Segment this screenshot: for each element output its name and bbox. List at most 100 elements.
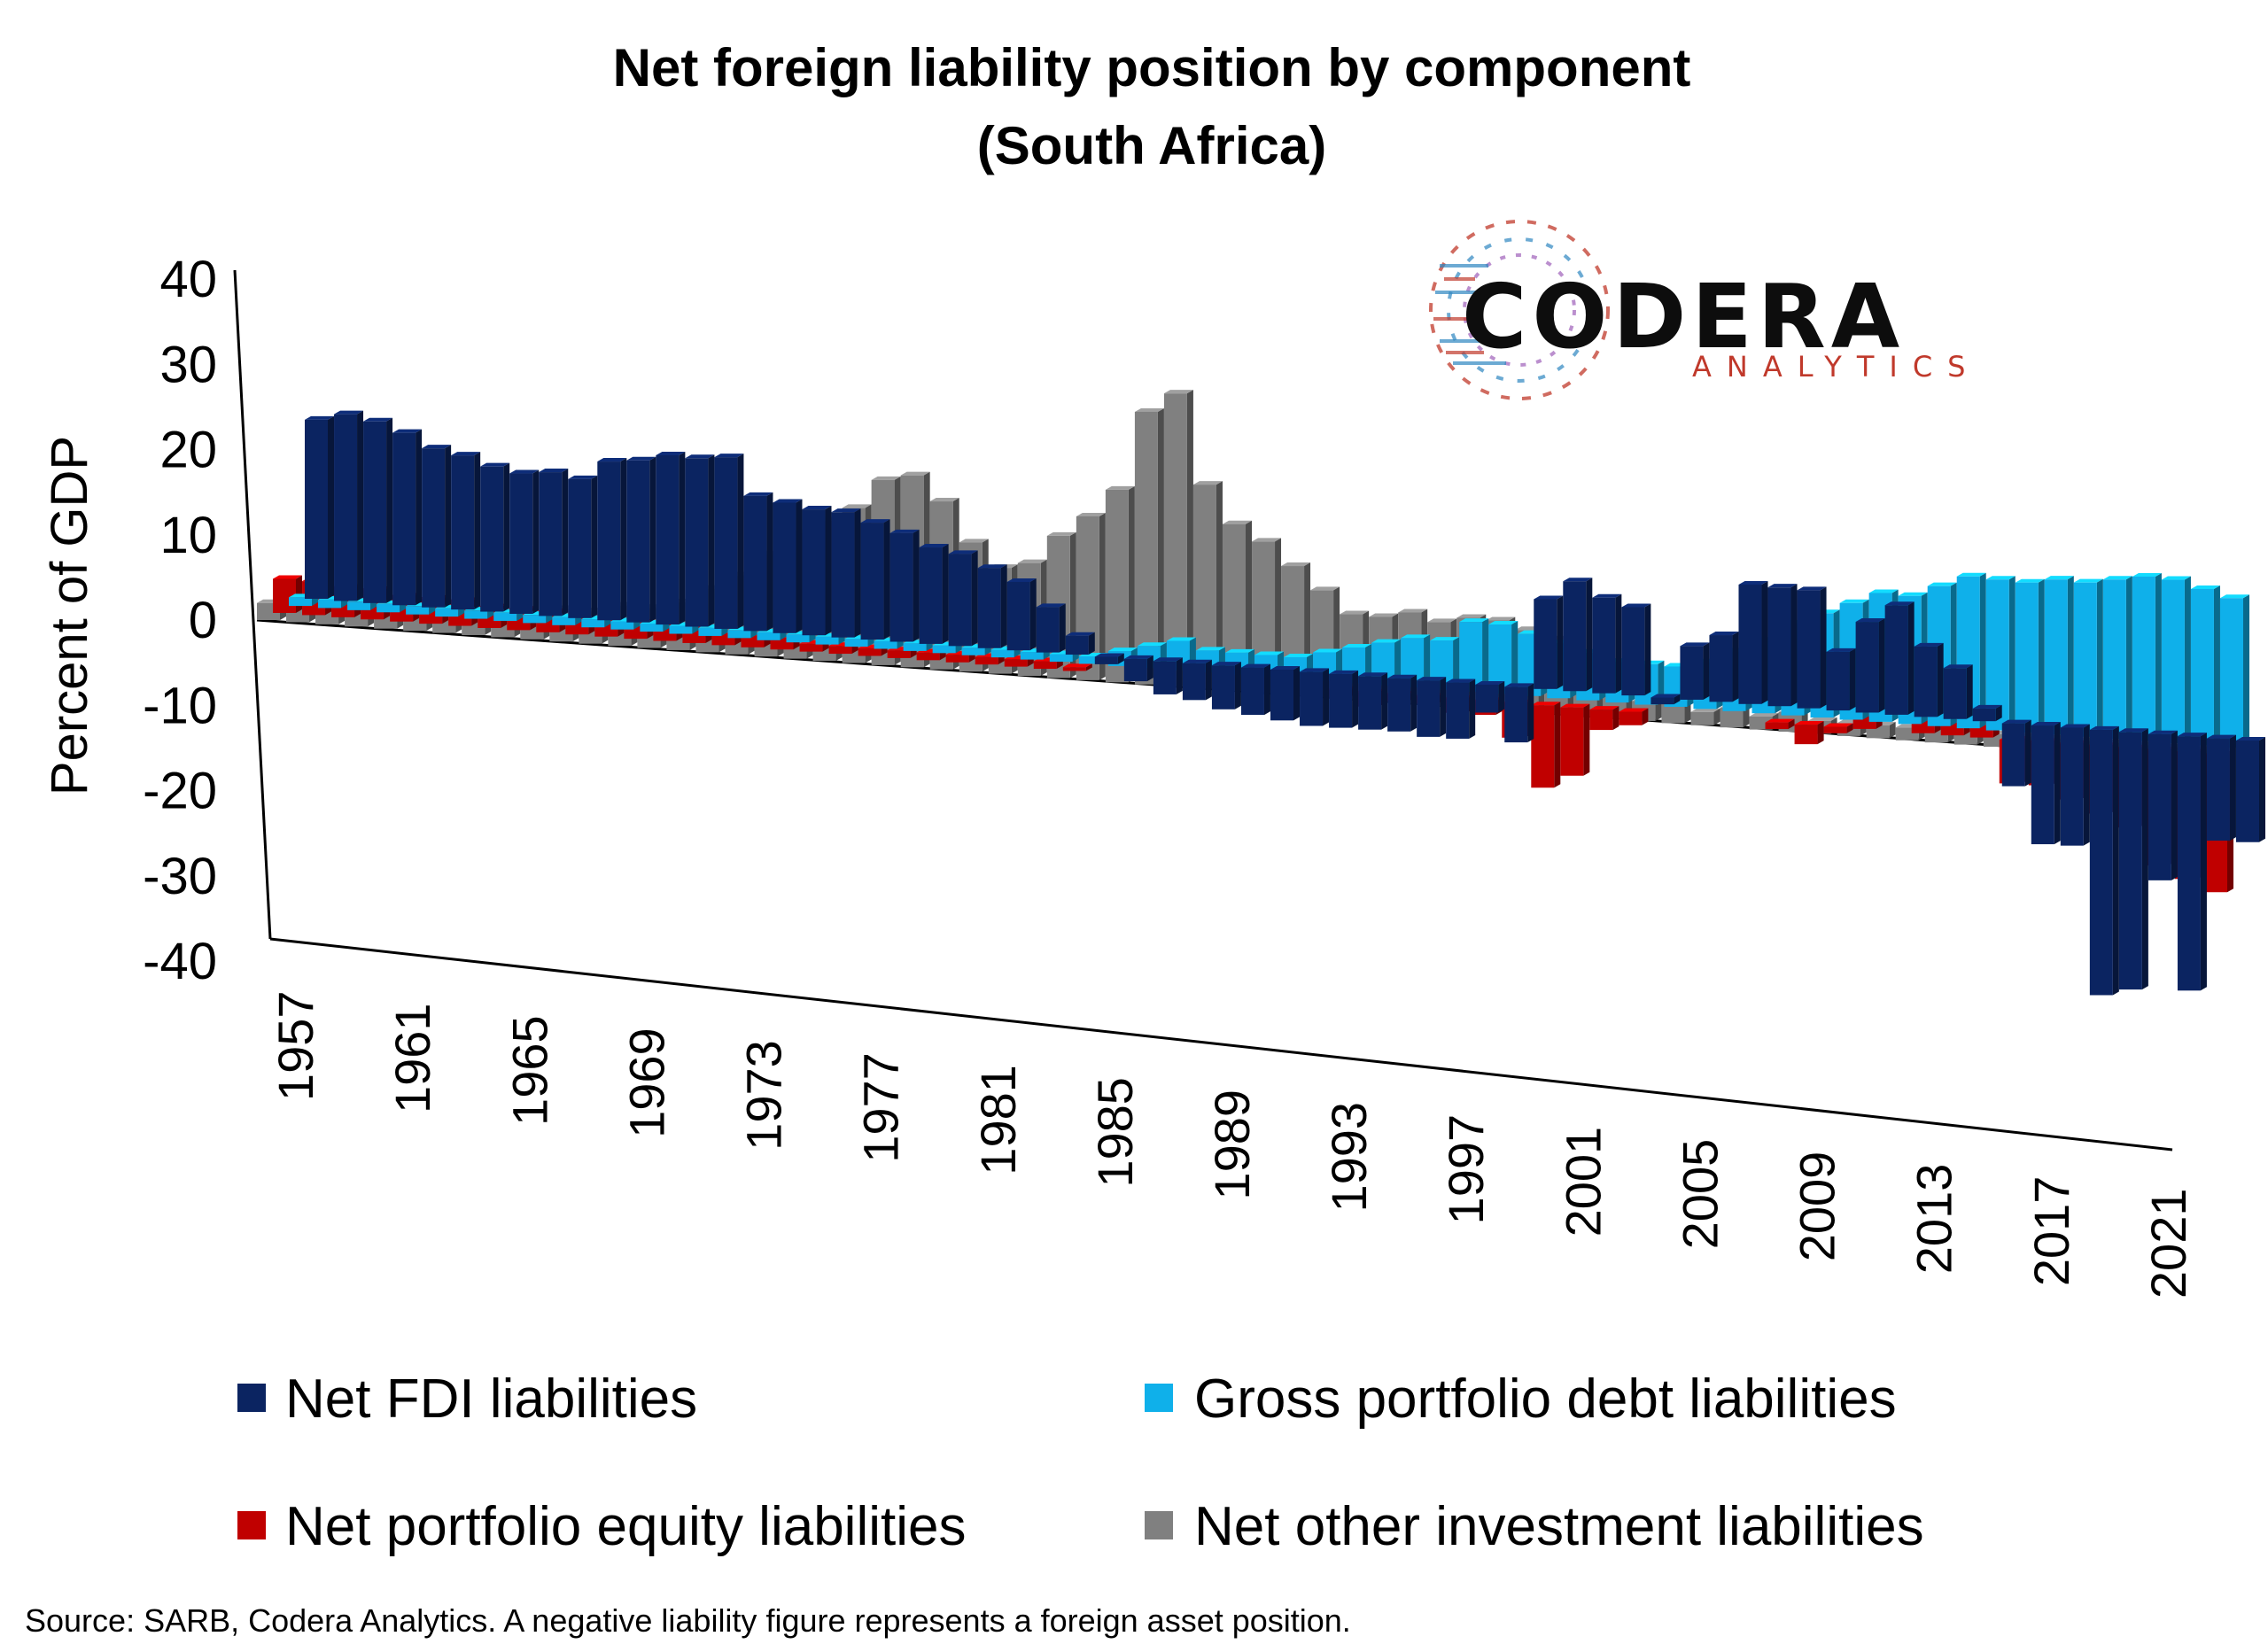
bar-side xyxy=(2112,725,2119,996)
bar-side xyxy=(2184,576,2191,744)
bar xyxy=(799,643,823,652)
bar-top xyxy=(1749,712,1779,717)
bar-top xyxy=(1592,593,1622,598)
bar-side xyxy=(2243,594,2249,748)
bar-side xyxy=(328,415,334,599)
bar xyxy=(552,616,576,625)
bar xyxy=(656,454,680,625)
bar-top xyxy=(1972,704,2002,709)
bar xyxy=(363,421,387,603)
bar xyxy=(874,640,897,649)
bar xyxy=(685,458,709,627)
bar-side xyxy=(357,410,364,601)
bar-top xyxy=(1738,580,1768,585)
x-tick-label: 2009 xyxy=(1790,1152,1845,1262)
bar-top xyxy=(1105,485,1135,490)
x-axis-ticks: 1957 1961 1965 1969 1973 1977 1981 1985 1989 1993… xyxy=(268,990,2196,1299)
logo-subtext: ANALYTICS xyxy=(1692,350,1980,384)
bar-top xyxy=(1062,663,1092,668)
y-tick-label: 40 xyxy=(159,251,217,308)
bar-top xyxy=(451,452,481,456)
bar-side xyxy=(2125,576,2132,740)
bar xyxy=(1914,646,1938,717)
legend-swatch-fdi xyxy=(237,1384,266,1412)
bar-side xyxy=(1293,666,1300,721)
bar xyxy=(1651,697,1674,705)
bar xyxy=(1049,654,1073,663)
bar xyxy=(1619,711,1643,725)
bar-top xyxy=(2118,728,2148,733)
bar-top xyxy=(1690,708,1720,712)
bar xyxy=(945,655,969,663)
bar-side xyxy=(1440,677,1447,737)
bar xyxy=(1240,667,1264,716)
x-tick-label: 2001 xyxy=(1555,1127,1611,1237)
bar-side xyxy=(883,519,890,640)
bar-top xyxy=(2177,733,2207,737)
bar-top xyxy=(1985,576,2016,580)
bar-top xyxy=(871,476,901,480)
bar-top xyxy=(1855,618,1885,623)
bar xyxy=(480,466,504,612)
bar-side xyxy=(825,506,832,636)
bar xyxy=(1972,708,1996,722)
bar-top xyxy=(1427,618,1457,623)
bar xyxy=(1153,661,1177,694)
bar xyxy=(597,461,621,621)
bar xyxy=(975,656,998,665)
bar xyxy=(2236,741,2259,842)
bar-top xyxy=(2031,722,2061,726)
bar xyxy=(626,460,650,623)
bar-top xyxy=(1036,603,1066,608)
bar xyxy=(289,597,312,606)
bar-side xyxy=(1469,679,1476,739)
x-tick-label: 1989 xyxy=(1204,1090,1260,1200)
bar xyxy=(1504,686,1528,743)
bar-top xyxy=(509,469,540,474)
codera-logo: CODERA ANALYTICS xyxy=(1429,220,1980,400)
bar xyxy=(406,606,430,615)
bar-side xyxy=(1498,680,1505,713)
bar-side xyxy=(971,550,978,647)
x-axis-baseline xyxy=(269,937,2173,1152)
bar-side xyxy=(2259,737,2265,842)
bar xyxy=(1767,587,1791,707)
bar-top xyxy=(773,499,803,503)
bar xyxy=(539,472,563,616)
bar-top xyxy=(1563,578,1593,582)
bar-top xyxy=(1927,582,1957,586)
bar xyxy=(889,532,913,642)
bar xyxy=(1036,607,1060,653)
bar-side xyxy=(1732,632,1739,702)
bar-top xyxy=(1680,642,1710,647)
bar-top xyxy=(1387,674,1418,679)
bar-side xyxy=(1085,663,1092,671)
bar-side xyxy=(1205,659,1212,701)
bar-top xyxy=(1371,639,1402,643)
bar xyxy=(347,601,371,610)
bar-side xyxy=(1099,512,1106,680)
bar-side xyxy=(2155,572,2162,741)
bar-side xyxy=(1713,708,1720,725)
bar-top xyxy=(1369,613,1399,617)
bar xyxy=(858,648,882,656)
bar-side xyxy=(562,469,569,616)
bar-side xyxy=(1612,706,1619,731)
bar-side xyxy=(532,469,540,614)
bar-side xyxy=(1615,593,1622,694)
legend-label-other-investment: Net other investment liabilities xyxy=(1194,1496,1924,1557)
bar-top xyxy=(1767,584,1798,588)
legend: Net FDI liabilities Gross portfolio debt… xyxy=(237,1369,1924,1557)
bar-top xyxy=(1459,618,1489,623)
bar xyxy=(2044,579,2068,735)
legend-item-portfolio-debt: Gross portfolio debt liabilities xyxy=(1145,1369,1897,1430)
y-tick-label: 30 xyxy=(159,336,217,393)
bar xyxy=(610,621,634,630)
bar-top xyxy=(2073,578,2103,583)
bar-side xyxy=(2229,734,2236,841)
bar xyxy=(568,478,592,618)
bar xyxy=(786,634,810,643)
bar-top xyxy=(1223,520,1252,524)
bar-side xyxy=(1000,564,1007,648)
bar xyxy=(2118,732,2142,990)
